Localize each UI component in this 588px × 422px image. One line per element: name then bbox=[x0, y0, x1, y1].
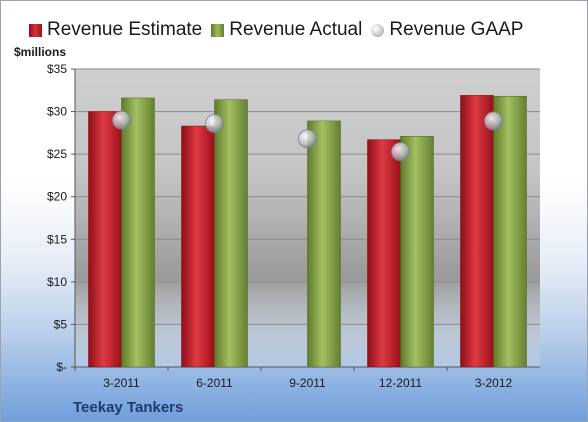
bar-revenue-estimate bbox=[88, 111, 122, 368]
legend: Revenue Estimate Revenue Actual Revenue … bbox=[29, 18, 532, 42]
legend-label-estimate: Revenue Estimate bbox=[47, 19, 203, 40]
bar-revenue-actual bbox=[400, 136, 434, 368]
legend-item-gaap: Revenue GAAP bbox=[371, 19, 523, 41]
y-tick-label: $25 bbox=[47, 147, 67, 161]
point-revenue-gaap bbox=[391, 142, 410, 161]
bar-revenue-actual bbox=[121, 97, 155, 368]
legend-marker-gaap bbox=[371, 23, 385, 37]
y-axis-unit-label: $millions bbox=[14, 45, 67, 59]
point-revenue-gaap bbox=[298, 129, 317, 149]
y-tick-label: $20 bbox=[47, 190, 67, 204]
x-tick-label: 6-2011 bbox=[196, 376, 233, 390]
y-tick-label: $30 bbox=[47, 105, 67, 119]
bar-revenue-estimate bbox=[460, 95, 494, 368]
legend-label-gaap: Revenue GAAP bbox=[389, 19, 524, 40]
bar-revenue-estimate bbox=[367, 139, 401, 368]
point-revenue-gaap bbox=[484, 111, 503, 131]
legend-label-actual: Revenue Actual bbox=[229, 19, 363, 40]
x-tick-label: 3-2012 bbox=[475, 376, 513, 390]
x-tick-label: 9-2011 bbox=[289, 376, 326, 390]
x-tick-label: 3-2011 bbox=[103, 376, 140, 390]
x-tick-label: 12-2011 bbox=[379, 376, 422, 390]
legend-item-estimate: Revenue Estimate bbox=[29, 19, 202, 41]
legend-swatch-estimate bbox=[29, 23, 42, 37]
y-tick-label: $- bbox=[56, 360, 67, 374]
bar-revenue-estimate bbox=[181, 125, 215, 368]
y-tick-label: $35 bbox=[47, 62, 67, 76]
legend-item-actual: Revenue Actual bbox=[211, 19, 362, 41]
bar-revenue-actual bbox=[307, 120, 341, 368]
company-name: Teekay Tankers bbox=[73, 399, 184, 416]
point-revenue-gaap bbox=[205, 114, 224, 133]
legend-swatch-actual bbox=[211, 23, 225, 37]
point-revenue-gaap bbox=[112, 110, 131, 130]
y-tick-label: $5 bbox=[54, 317, 68, 331]
y-tick-label: $10 bbox=[47, 275, 67, 289]
bar-revenue-actual bbox=[493, 95, 527, 368]
y-tick-label: $15 bbox=[47, 232, 67, 246]
bar-revenue-actual bbox=[214, 99, 248, 368]
